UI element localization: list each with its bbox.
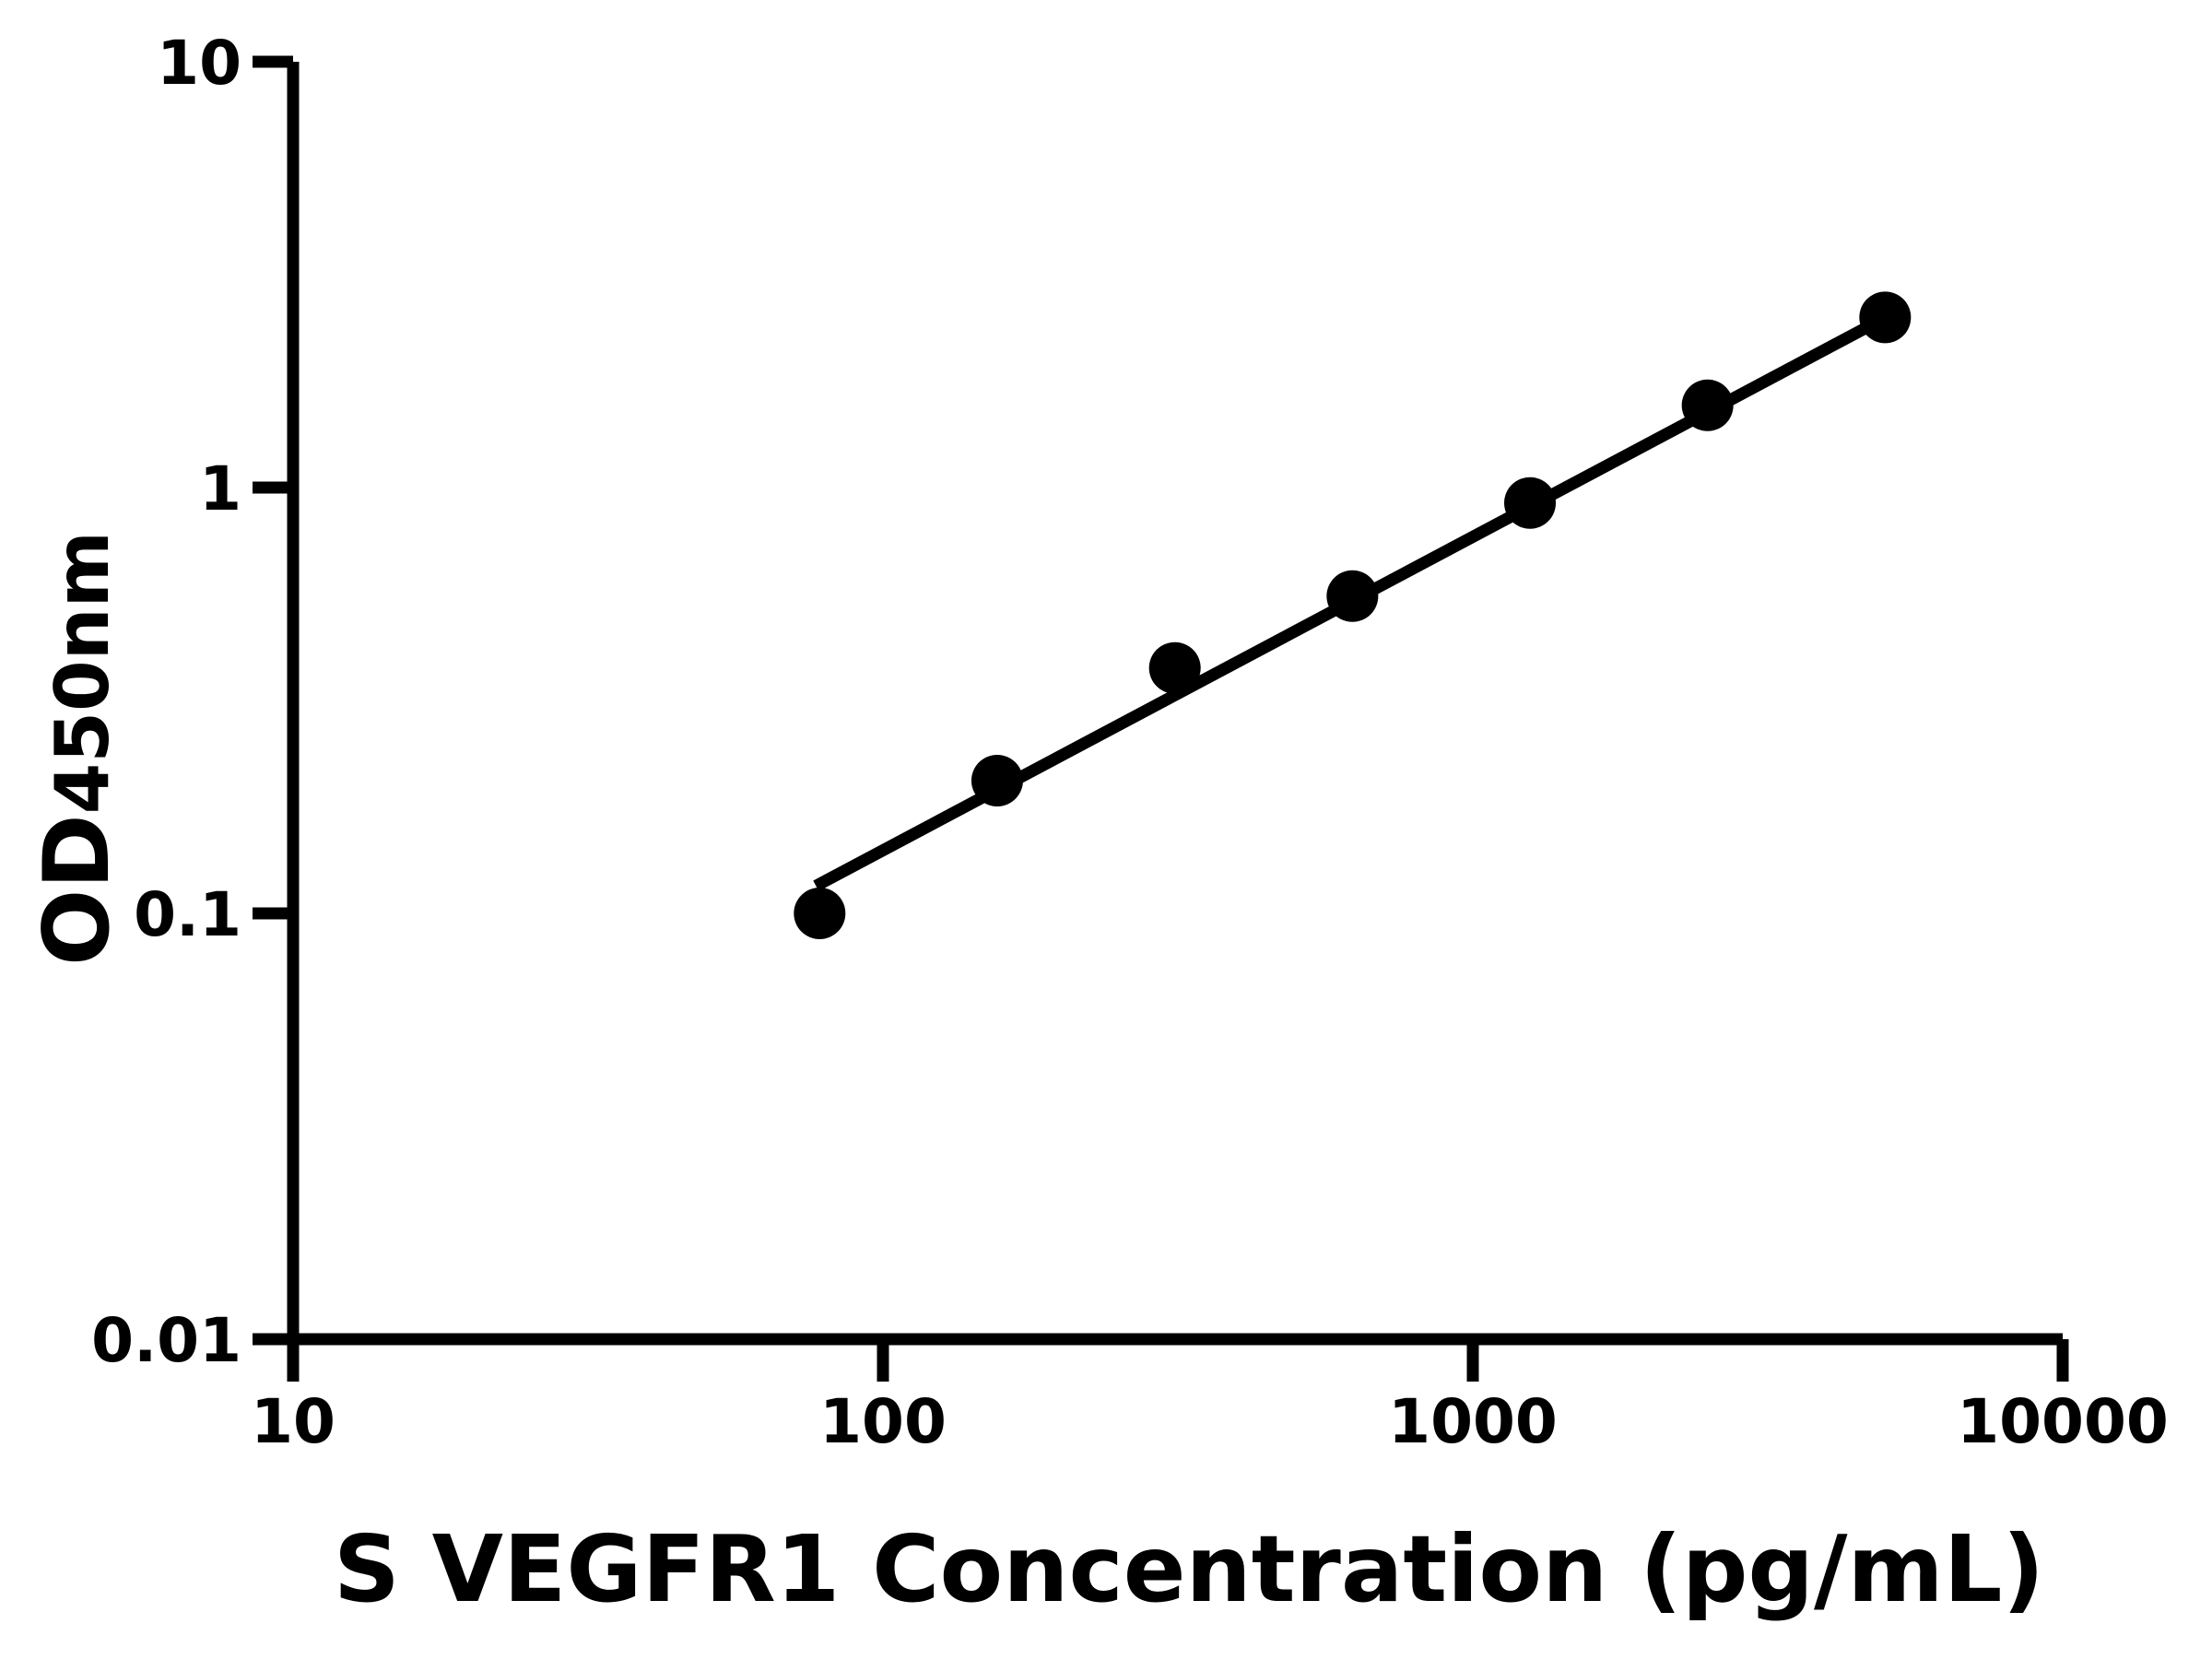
y-axis-ticks: 10 1 0.1 0.01 <box>91 28 293 1376</box>
data-point-marker <box>1504 477 1557 529</box>
x-axis-ticks: 10 100 1000 10000 <box>251 1339 2169 1457</box>
y-tick-label: 0.1 <box>134 879 241 950</box>
data-points <box>794 291 1912 939</box>
data-point-marker <box>1681 379 1734 431</box>
y-tick-label: 10 <box>157 28 241 99</box>
x-tick-label: 100 <box>819 1386 947 1457</box>
x-axis-title: S VEGFR1 Concentration (pg/mL) <box>334 1515 2044 1623</box>
y-axis-title: OD450nm <box>25 531 130 966</box>
data-point-marker <box>971 754 1023 806</box>
plot-series <box>794 291 1912 939</box>
data-point-marker <box>1148 641 1201 694</box>
y-tick-label: 0.01 <box>91 1305 241 1376</box>
data-point-marker <box>1859 291 1912 344</box>
axes: 10 100 1000 10000 10 1 0.1 0.01 <box>91 28 2169 1457</box>
data-point-marker <box>1326 570 1379 622</box>
y-tick-label: 1 <box>199 453 241 524</box>
y-axis-title-sub: 450nm <box>40 531 125 814</box>
y-axis-title-main: OD <box>25 814 130 966</box>
x-tick-label: 1000 <box>1388 1386 1558 1457</box>
x-tick-label: 10 <box>251 1386 335 1457</box>
data-point-marker <box>794 888 846 939</box>
x-tick-label: 10000 <box>1957 1386 2169 1457</box>
axis-lines <box>287 62 2063 1346</box>
